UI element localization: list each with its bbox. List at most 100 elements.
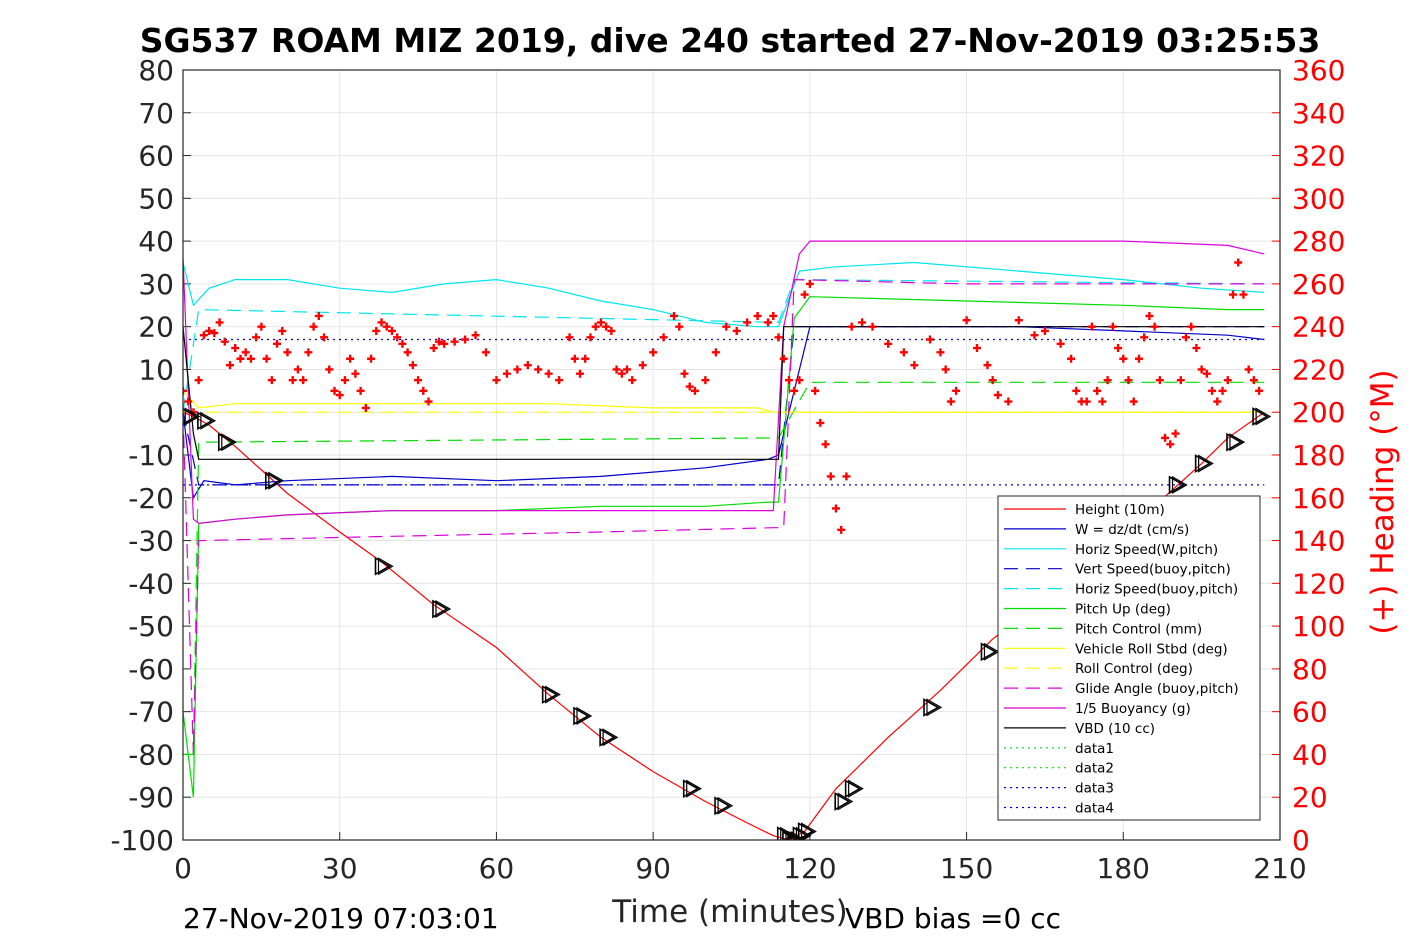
heading-point	[1181, 333, 1190, 342]
heading-point	[434, 337, 443, 346]
heading-point	[398, 339, 407, 348]
height-marker	[980, 642, 998, 662]
heading-point	[372, 326, 381, 335]
height-marker	[183, 408, 198, 425]
heading-point	[1228, 290, 1237, 299]
heading-point	[1093, 386, 1102, 395]
height-marker-shadow	[926, 698, 943, 717]
heading-point	[675, 322, 684, 331]
heading-point	[586, 333, 595, 342]
heading-point	[288, 376, 297, 385]
left-tick-label: -20	[128, 482, 174, 515]
height-marker-shadow	[983, 642, 1000, 661]
heading-point	[623, 365, 632, 374]
heading-point	[701, 376, 710, 385]
end-timestamp: 27-Nov-2019 07:03:01	[183, 902, 499, 935]
heading-point	[1103, 376, 1112, 385]
left-tick-label: -70	[128, 696, 174, 729]
heading-point	[346, 354, 355, 363]
series-line-vehicle-roll-stbd-deg	[183, 390, 1265, 413]
heading-point	[502, 369, 511, 378]
heading-point	[711, 348, 720, 357]
heading-point	[262, 354, 271, 363]
x-tick-label: 60	[479, 852, 515, 885]
heading-point	[910, 361, 919, 370]
heading-point	[278, 326, 287, 335]
right-axis-ticks: 3603403203002802602402202001801601401201…	[1272, 54, 1345, 857]
height-marker	[714, 796, 731, 816]
left-tick-label: 20	[138, 311, 174, 344]
series-line-horiz-speed-w-pitch	[183, 261, 1265, 328]
heading-point	[596, 318, 605, 327]
heading-point	[361, 403, 370, 412]
heading-point	[387, 326, 396, 335]
heading-point	[424, 397, 433, 406]
heading-point	[450, 337, 459, 346]
height-marker-shadow	[801, 822, 817, 840]
right-tick-label: 260	[1292, 268, 1345, 301]
heading-point	[1208, 386, 1217, 395]
heading-point	[842, 472, 851, 481]
legend-entry: data2	[1075, 761, 1114, 777]
height-marker	[682, 779, 700, 799]
legend-entry: data4	[1075, 801, 1114, 817]
right-tick-label: 160	[1292, 482, 1345, 515]
heading-point	[1176, 376, 1185, 385]
height-marker-shadow	[602, 728, 619, 747]
legend-entry: data3	[1075, 781, 1114, 797]
height-marker	[573, 706, 590, 726]
heading-point	[1040, 326, 1049, 335]
right-tick-label: 200	[1292, 396, 1345, 429]
height-marker-shadow	[545, 685, 561, 704]
heading-point	[257, 322, 266, 331]
height-marker-shadow	[717, 796, 734, 815]
heading-point	[816, 418, 825, 427]
heading-point	[607, 326, 616, 335]
heading-point	[899, 348, 908, 357]
heading-point	[403, 348, 412, 357]
right-tick-label: 180	[1292, 439, 1345, 472]
left-tick-label: 40	[138, 225, 174, 258]
heading-point	[351, 369, 360, 378]
heading-point	[1072, 386, 1081, 395]
height-marker	[797, 822, 815, 840]
legend-entry: data1	[1075, 741, 1114, 757]
heading-point	[753, 311, 762, 320]
plot-frame	[182, 69, 1281, 841]
heading-point	[821, 440, 830, 449]
x-axis-ticks: 0 30 60 90 120 150 180 210	[174, 832, 1307, 885]
heading-point	[1004, 397, 1013, 406]
series-line-vert-speed-buoy-pitch	[183, 326, 1265, 486]
height-marker-shadow	[1229, 433, 1246, 452]
x-tick-label: 90	[635, 852, 671, 885]
heading-point	[335, 391, 344, 400]
heading-point	[1197, 365, 1206, 374]
heading-point	[1192, 344, 1201, 353]
heading-point	[680, 369, 689, 378]
heading-point	[1244, 365, 1253, 374]
heading-point	[602, 322, 611, 331]
heading-point	[314, 311, 323, 320]
heading-point	[461, 335, 470, 344]
legend-entry: Height (10m)	[1075, 502, 1165, 518]
heading-point	[273, 339, 282, 348]
heading-point	[1129, 397, 1138, 406]
right-tick-label: 240	[1292, 311, 1345, 344]
right-tick-label: 60	[1292, 696, 1328, 729]
heading-point	[831, 504, 840, 513]
heading-point	[837, 525, 846, 534]
left-tick-label: 0	[156, 396, 174, 429]
height-marker	[1252, 407, 1269, 426]
legend-entry: Horiz Speed(buoy,pitch)	[1075, 582, 1238, 598]
heading-point	[267, 376, 276, 385]
left-tick-label: -10	[128, 439, 174, 472]
heading-point	[534, 365, 543, 374]
x-tick-label: 180	[1097, 852, 1150, 885]
heading-point	[952, 386, 961, 395]
x-tick-label: 30	[322, 852, 358, 885]
heading-point	[1119, 354, 1128, 363]
left-tick-label: -30	[128, 525, 174, 558]
heading-point	[340, 376, 349, 385]
heading-point	[330, 386, 339, 395]
legend-entry: Horiz Speed(W,pitch)	[1075, 542, 1218, 558]
